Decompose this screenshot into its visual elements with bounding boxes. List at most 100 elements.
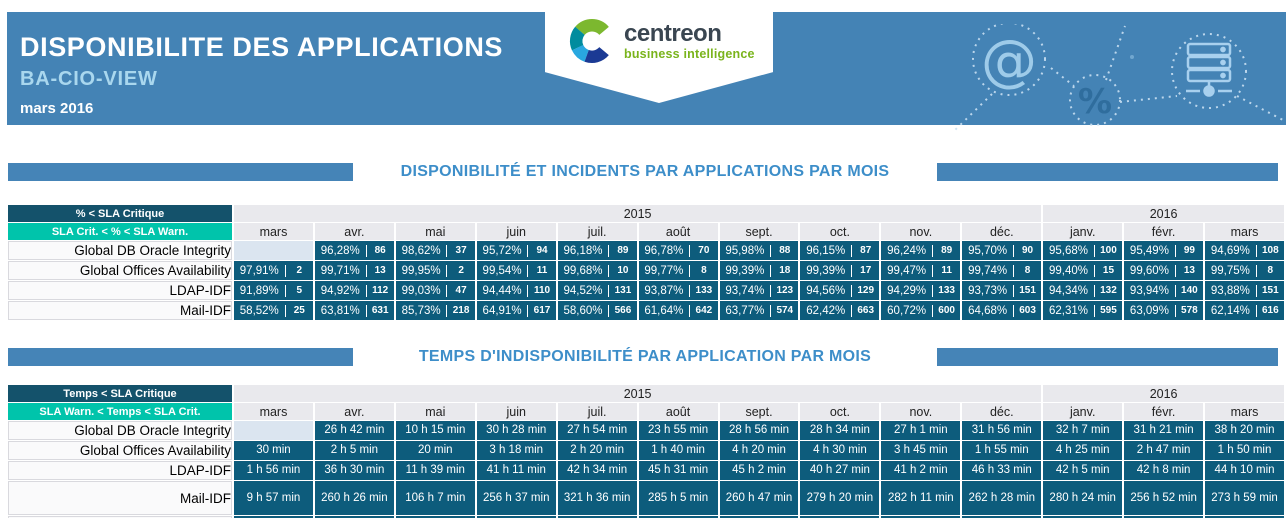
incident-count: 133 [931,284,960,297]
downtime-table-container: Temps < SLA Critique 2015 2016 SLA Warn. < … [6,384,1286,518]
availability-value: 64,68% [968,304,1008,317]
downtime-cell [719,516,799,518]
availability-cell: 93,88% 151 [1205,281,1284,300]
availability-value: 85,73% [401,304,441,317]
availability-cell: 96,15% 87 [800,241,880,260]
availability-cell: 58,60% 566 [557,301,637,320]
downtime-cell: 45 h 31 min [638,461,718,480]
year-header: 2015 [234,385,1042,402]
downtime-cell: 4 h 20 min [719,441,799,460]
downtime-cell [234,516,313,518]
downtime-cell: 2 h 5 min [314,441,394,460]
availability-value: 61,64% [644,304,684,317]
downtime-cell: 1 h 56 min [234,461,313,480]
availability-cell: 60,72% 600 [881,301,961,320]
incident-count: 603 [1012,304,1041,317]
availability-value: 63,77% [725,304,765,317]
incident-count: 87 [851,244,879,257]
incident-count: 574 [770,304,798,317]
downtime-cell: 30 h 28 min [476,421,556,440]
downtime-cell [557,516,637,518]
month-header: mars [234,403,313,420]
downtime-cell: 27 h 1 min [881,421,961,440]
availability-value: 93,87% [644,284,684,297]
table-row: Global DB Oracle Integrity 26 h 42 min 10 … [8,421,1284,440]
incident-count: 15 [1093,264,1122,277]
downtime-cell: 27 h 54 min [557,421,637,440]
decor-dotted-circle [972,24,1046,96]
month-header: nov. [881,403,961,420]
downtime-cell: 256 h 37 min [476,481,556,515]
downtime-cell [314,516,394,518]
downtime-cell: 10 h 15 min [395,421,475,440]
incident-count: 140 [1174,284,1203,297]
incident-count: 13 [1174,264,1203,277]
availability-cell: 62,42% 663 [800,301,880,320]
year-header: 2016 [1043,385,1284,402]
incident-count: 110 [527,284,555,297]
month-header: oct. [800,223,880,240]
empty-cell [234,241,313,260]
incident-count: 70 [689,244,717,257]
availability-value: 64,91% [482,304,522,317]
availability-cell: 94,44% 110 [476,281,556,300]
month-header: oct. [800,403,880,420]
month-header: sept. [719,403,799,420]
availability-value: 95,72% [482,244,522,257]
incident-count: 89 [608,244,636,257]
row-label: Mail-IDF [8,481,232,515]
table-row: LDAP-IDF 1 h 56 min 36 h 30 min 11 h 39 min… [8,461,1284,480]
incident-count: 616 [1255,304,1284,317]
availability-value: 95,49% [1129,244,1169,257]
downtime-cell: 260 h 26 min [314,481,394,515]
incident-count: 133 [689,284,717,297]
incident-count: 8 [1012,264,1041,277]
availability-value: 93,94% [1129,284,1169,297]
section-downtime-header: TEMPS D'INDISPONIBILITÉ PAR APPLICATION … [8,348,1278,366]
availability-value: 99,47% [887,264,927,277]
section-title-bar-right [937,163,1278,181]
availability-value: 99,71% [320,264,360,277]
availability-value: 99,40% [1049,264,1089,277]
availability-cell: 95,70% 90 [962,241,1042,260]
downtime-cell: 280 h 24 min [1043,481,1123,515]
row-label: LDAP-IDF [8,281,232,300]
incident-count: 8 [1255,264,1284,277]
month-header: avr. [314,403,394,420]
availability-cell: 99,95% 2 [395,261,475,280]
incident-count: 617 [527,304,555,317]
downtime-cell: 40 h 27 min [800,461,880,480]
incident-count: 17 [851,264,879,277]
downtime-cell: 46 h 33 min [962,461,1042,480]
downtime-cell: 321 h 36 min [557,481,637,515]
incident-count: 600 [931,304,960,317]
table-row: LDAP-IDF 91,89% 5 94,92% 112 99,03% 47 94,44% 11… [8,281,1284,300]
incident-count: 37 [446,244,474,257]
month-header: déc. [962,223,1042,240]
downtime-cell: 23 h 55 min [638,421,718,440]
month-header: févr. [1124,403,1204,420]
availability-value: 99,75% [1210,264,1250,277]
table-row [8,516,1284,518]
incident-count: 2 [446,264,474,277]
month-header: déc. [962,403,1042,420]
availability-value: 99,39% [806,264,846,277]
availability-cell: 99,71% 13 [314,261,394,280]
availability-value: 95,70% [968,244,1008,257]
availability-cell: 95,49% 99 [1124,241,1204,260]
month-header: janv. [1043,223,1123,240]
downtime-cell [476,516,556,518]
downtime-cell: 9 h 57 min [234,481,313,515]
downtime-cell: 31 h 21 min [1124,421,1204,440]
percent-icon: % [1078,82,1112,122]
logo-brand: centreon [624,19,722,47]
availability-cell: 94,56% 129 [800,281,880,300]
availability-value: 58,60% [563,304,603,317]
downtime-cell: 11 h 39 min [395,461,475,480]
availability-cell: 99,75% 8 [1205,261,1284,280]
legend-sla-critical: Temps < SLA Critique [8,385,232,402]
year-header: 2016 [1043,205,1284,222]
row-label [8,516,232,518]
decor-dotted-line [1050,67,1075,87]
incident-count: 631 [365,304,394,317]
